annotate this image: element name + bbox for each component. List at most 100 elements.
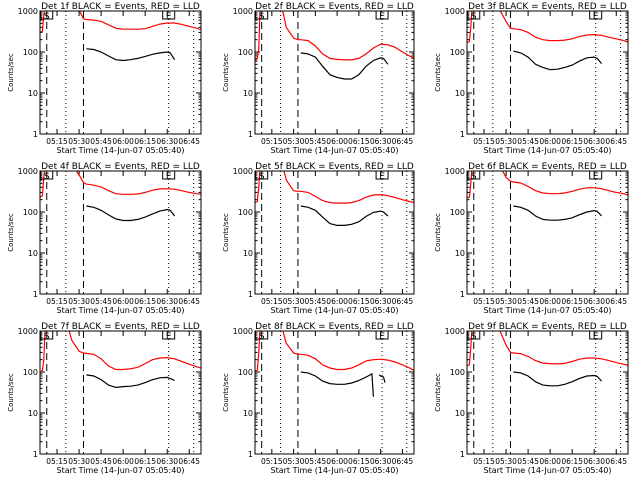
y-tick-label: 1000 (18, 167, 38, 176)
x-tick-label: 05:45 (517, 297, 539, 306)
x-tick-label: 06:45 (178, 297, 200, 306)
x-tick-label: 06:45 (392, 457, 414, 466)
x-tick-label: 06:00 (112, 457, 134, 466)
panel-5: Det 5f BLACK = Events, RED = LLD Counts/s… (222, 162, 415, 315)
y-tick-label: 1 (460, 290, 465, 299)
x-axis-label: Start Time (14-Jun-07 05:05:40) (57, 306, 185, 315)
panel-title: Det 9f BLACK = Events, RED = LLD (468, 322, 627, 332)
lld-series-line (255, 11, 414, 62)
plot-frame (39, 10, 202, 135)
y-tick-label: 10 (28, 249, 38, 258)
x-tick-label: 05:30 (283, 137, 305, 146)
events-series-line (300, 52, 389, 80)
x-tick-label: 06:45 (178, 137, 200, 146)
marker-label-e: E (166, 12, 172, 22)
panel-title: Det 4f BLACK = Events, RED = LLD (41, 162, 200, 172)
x-tick-label: 05:15 (46, 457, 68, 466)
y-tick-label: 10 (28, 409, 38, 418)
x-tick-label: 06:45 (392, 297, 414, 306)
y-tick-label: 10 (243, 249, 253, 258)
plot-frame (39, 330, 202, 455)
marker-label-s: S (471, 332, 477, 342)
y-tick-label: 1000 (233, 7, 253, 16)
marker-label-s: S (259, 332, 265, 342)
x-tick-label: 05:15 (46, 297, 68, 306)
x-tick-label: 06:15 (134, 137, 156, 146)
y-tick-label: 100 (450, 368, 465, 377)
marker-label-s: S (259, 172, 265, 182)
x-tick-label: 06:00 (112, 137, 134, 146)
y-tick-label: 100 (238, 368, 253, 377)
x-tick-label: 06:00 (326, 457, 348, 466)
events-series-line (86, 374, 175, 389)
x-tick-label: 05:30 (283, 297, 305, 306)
plot-frame (466, 10, 629, 135)
y-tick-label: 10 (455, 89, 465, 98)
panel-9: Det 9f BLACK = Events, RED = LLD Counts/s… (434, 322, 629, 475)
y-tick-label: 10 (455, 249, 465, 258)
x-tick-label: 06:30 (156, 297, 178, 306)
x-tick-label: 05:45 (90, 137, 112, 146)
y-tick-label: 10 (455, 409, 465, 418)
x-tick-label: 06:15 (561, 297, 583, 306)
y-tick-label: 1000 (18, 327, 38, 336)
x-axis-label: Start Time (14-Jun-07 05:05:40) (484, 146, 612, 155)
y-axis-label: Counts/sec (434, 213, 442, 252)
events-series-line (300, 205, 389, 226)
x-tick-label: 05:30 (68, 457, 90, 466)
x-axis-label: Start Time (14-Jun-07 05:05:40) (484, 466, 612, 475)
y-axis-label: Counts/sec (222, 53, 230, 92)
x-tick-label: 05:45 (517, 137, 539, 146)
panel-title: Det 2f BLACK = Events, RED = LLD (255, 2, 414, 12)
y-tick-label: 1 (248, 450, 253, 459)
plot-frame (254, 10, 415, 135)
events-series-line (86, 205, 176, 222)
y-tick-label: 10 (243, 409, 253, 418)
x-tick-label: 06:45 (392, 137, 414, 146)
y-tick-label: 1000 (233, 167, 253, 176)
x-tick-label: 06:00 (539, 457, 561, 466)
y-tick-label: 1000 (233, 327, 253, 336)
plot-frame (39, 170, 202, 295)
y-axis-label: Counts/sec (7, 213, 15, 252)
x-tick-label: 05:30 (68, 137, 90, 146)
y-tick-label: 1 (460, 450, 465, 459)
y-tick-label: 100 (23, 368, 38, 377)
x-tick-label: 06:45 (605, 457, 627, 466)
events-series-line (300, 371, 386, 397)
lld-series-line (255, 331, 414, 372)
y-tick-label: 1 (248, 290, 253, 299)
x-tick-label: 05:30 (495, 137, 517, 146)
x-tick-label: 06:30 (156, 137, 178, 146)
x-tick-label: 06:15 (561, 137, 583, 146)
x-axis-label: Start Time (14-Jun-07 05:05:40) (57, 146, 185, 155)
panel-1: Det 1f BLACK = Events, RED = LLD Counts/s… (7, 2, 202, 155)
x-tick-label: 06:15 (348, 137, 370, 146)
x-tick-label: 05:30 (68, 297, 90, 306)
panel-title: Det 7f BLACK = Events, RED = LLD (41, 322, 200, 332)
y-tick-label: 1000 (445, 167, 465, 176)
panel-6: Det 6f BLACK = Events, RED = LLD Counts/s… (434, 162, 629, 315)
x-tick-label: 05:15 (261, 297, 283, 306)
x-tick-label: 06:15 (134, 457, 156, 466)
plot-frame (466, 330, 629, 455)
x-tick-label: 06:45 (605, 297, 627, 306)
y-tick-label: 1 (460, 130, 465, 139)
x-tick-label: 06:00 (539, 137, 561, 146)
y-tick-label: 1000 (445, 7, 465, 16)
y-axis-label: Counts/sec (434, 373, 442, 412)
lld-series-line (40, 171, 201, 198)
x-tick-label: 06:15 (348, 457, 370, 466)
lld-series-line (467, 331, 628, 367)
panel-7: Det 7f BLACK = Events, RED = LLD Counts/s… (7, 322, 202, 475)
marker-label-s: S (44, 172, 50, 182)
x-tick-label: 05:15 (473, 137, 495, 146)
y-tick-label: 100 (450, 208, 465, 217)
x-tick-label: 06:30 (156, 457, 178, 466)
marker-label-e: E (166, 332, 172, 342)
x-tick-label: 05:45 (90, 297, 112, 306)
x-tick-label: 06:30 (370, 457, 392, 466)
lld-series-line (255, 171, 414, 204)
y-axis-label: Counts/sec (7, 373, 15, 412)
